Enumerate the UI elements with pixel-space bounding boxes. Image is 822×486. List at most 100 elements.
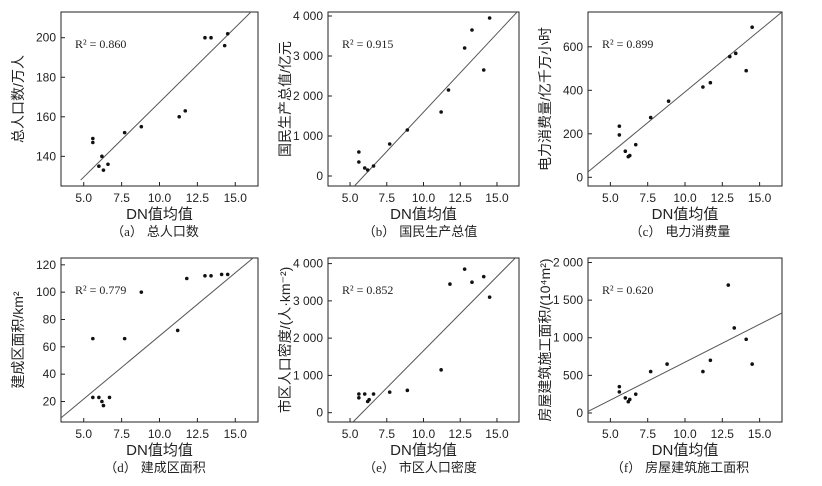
y-axis-title: 总人口数/万人 xyxy=(10,55,26,143)
data-point xyxy=(365,168,370,172)
data-point xyxy=(357,160,361,164)
data-point xyxy=(139,124,144,129)
caption-label: （e） xyxy=(363,460,395,475)
data-point xyxy=(209,273,213,278)
data-point xyxy=(623,149,628,153)
data-point xyxy=(470,280,474,285)
data-point xyxy=(362,392,367,396)
y-tick-label: 40 xyxy=(43,367,57,381)
data-point xyxy=(487,295,492,299)
y-tick-label: 1 000 xyxy=(553,331,583,345)
data-point xyxy=(203,35,207,40)
panel-caption: （c） 电力消费量 xyxy=(630,224,731,239)
data-point xyxy=(726,283,731,287)
data-point xyxy=(367,397,371,402)
regression-line xyxy=(61,258,254,419)
data-point xyxy=(439,368,443,372)
data-point xyxy=(405,388,410,393)
data-point xyxy=(750,362,754,366)
y-tick-label: 120 xyxy=(36,258,56,272)
data-point xyxy=(91,136,95,141)
caption-label: （b） xyxy=(363,224,396,239)
data-point xyxy=(481,274,486,279)
x-tick-label: 5.0 xyxy=(342,427,359,441)
y-tick-label: 1 000 xyxy=(293,368,323,382)
caption-text: 房屋建筑施工面积 xyxy=(645,460,749,475)
data-point xyxy=(101,403,106,408)
y-axis-title: 市区人口密度/(人·km⁻²) xyxy=(277,267,293,414)
x-axis-title: DN值均值 xyxy=(126,442,193,459)
caption-label: （a） xyxy=(111,224,143,239)
y-tick-label: 140 xyxy=(36,149,56,163)
caption-label: （d） xyxy=(104,460,137,475)
data-point xyxy=(139,290,144,294)
data-point xyxy=(371,164,376,168)
data-point xyxy=(122,130,127,135)
x-axis-title: DN值均值 xyxy=(390,206,457,223)
y-tick-label: 0 xyxy=(576,406,583,420)
y-axis-title: 建成区面积/km² xyxy=(10,291,26,389)
panel-caption: （f） 房屋建筑施工面积 xyxy=(611,460,749,475)
y-tick-label: 4 000 xyxy=(293,9,323,23)
panel-d-built-up-area: 5.0 7.5 10.0 12.5 15.0 20 40 60 80 100 120 R² = 0.7… xyxy=(10,257,259,475)
data-point xyxy=(175,328,180,333)
caption-text: 市区人口密度 xyxy=(399,460,477,475)
y-tick-label: 0 xyxy=(576,170,583,184)
data-point xyxy=(708,358,713,363)
data-point xyxy=(357,392,361,396)
data-point xyxy=(462,46,467,50)
x-tick-label: 5.0 xyxy=(342,191,359,205)
y-tick-label: 20 xyxy=(43,395,57,409)
y-tick-label: 1 500 xyxy=(553,293,583,307)
data-point xyxy=(97,395,101,400)
y-tick-label: 4 000 xyxy=(293,257,323,271)
data-point xyxy=(470,28,474,32)
data-point xyxy=(633,142,638,147)
data-point xyxy=(184,276,189,281)
x-axis-title: DN值均值 xyxy=(390,442,457,459)
data-point xyxy=(183,109,188,113)
data-point xyxy=(701,85,705,89)
panel-b-gdp: 5.0 7.5 10.0 12.5 15.0 0 1 000 2 000 3 000 4 000 R… xyxy=(277,9,520,239)
x-tick-label: 5.0 xyxy=(75,427,92,441)
x-tick-label: 15.0 xyxy=(224,191,248,205)
x-tick-label: 7.5 xyxy=(113,191,130,205)
x-tick-label: 10.0 xyxy=(148,191,172,205)
y-tick-label: 3 000 xyxy=(293,49,323,63)
data-point xyxy=(617,390,622,394)
y-tick-label: 200 xyxy=(36,31,56,45)
regression-line xyxy=(80,12,252,181)
data-point xyxy=(617,124,622,128)
x-axis-title: DN值均值 xyxy=(652,442,719,459)
y-tick-label: 1 000 xyxy=(293,129,323,143)
x-tick-label: 10.0 xyxy=(673,427,697,441)
x-tick-label: 12.5 xyxy=(711,427,735,441)
data-point xyxy=(405,128,410,132)
r-squared-label: R² = 0.915 xyxy=(342,37,393,51)
data-point xyxy=(617,384,622,389)
data-point xyxy=(122,336,127,341)
data-point xyxy=(481,68,486,72)
data-point xyxy=(487,16,492,20)
y-axis-title: 电力消费量/亿千万小时 xyxy=(537,27,553,171)
y-axis-title: 房屋建筑施工面积/(10⁴m²) xyxy=(537,258,553,421)
data-point xyxy=(203,273,207,278)
x-tick-label: 7.5 xyxy=(378,427,395,441)
x-tick-label: 10.0 xyxy=(148,427,172,441)
x-tick-label: 10.0 xyxy=(673,191,697,205)
x-tick-label: 15.0 xyxy=(748,191,772,205)
data-point xyxy=(732,326,737,330)
y-tick-label: 600 xyxy=(563,40,583,54)
x-tick-label: 5.0 xyxy=(602,427,619,441)
y-tick-label: 2 000 xyxy=(293,331,323,345)
data-point xyxy=(362,166,367,170)
data-point xyxy=(448,282,452,286)
panel-e-urban-density: 5.0 7.5 10.0 12.5 15.0 0 1 000 2 000 3 000 4 000 R… xyxy=(277,257,520,475)
y-tick-label: 80 xyxy=(43,313,57,327)
data-point xyxy=(727,54,732,59)
data-point xyxy=(225,31,230,36)
data-point xyxy=(100,154,104,159)
panel-caption: （a） 总人口数 xyxy=(111,224,199,239)
data-point xyxy=(439,110,443,114)
x-tick-label: 15.0 xyxy=(485,427,509,441)
